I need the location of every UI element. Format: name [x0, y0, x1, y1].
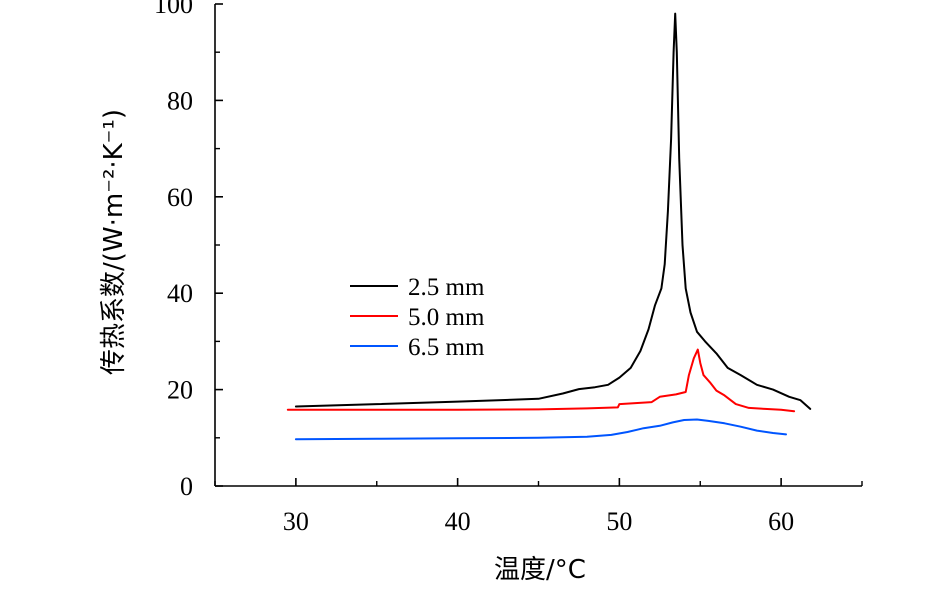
x-axis-title: 温度/°C — [494, 555, 586, 585]
y-tick-label: 20 — [167, 376, 193, 405]
y-tick-label: 40 — [167, 279, 193, 308]
y-tick-label: 80 — [167, 86, 193, 115]
series-line-1 — [294, 12, 812, 410]
x-tick-label: 30 — [283, 507, 309, 536]
series — [286, 12, 812, 441]
legend-label-1: 2.5 mm — [408, 274, 485, 301]
y-tick-label: 100 — [154, 0, 193, 19]
y-axis-title: 传热系数/(W·m⁻²·K⁻¹) — [99, 109, 129, 375]
x-tick-label: 50 — [606, 507, 632, 536]
series-line-3 — [294, 418, 787, 441]
x-tick-label: 40 — [445, 507, 471, 536]
ticks: 0 20 40 60 80 100 30 40 50 60 — [154, 0, 863, 536]
legend-label-3: 6.5 mm — [408, 334, 485, 361]
legend: 2.5 mm 5.0 mm 6.5 mm — [350, 274, 485, 361]
y-tick-label: 0 — [180, 472, 193, 501]
y-tick-label: 60 — [167, 183, 193, 212]
legend-label-2: 5.0 mm — [408, 304, 485, 331]
series-line-2 — [286, 348, 796, 413]
x-tick-label: 60 — [768, 507, 794, 536]
axes — [214, 4, 862, 487]
